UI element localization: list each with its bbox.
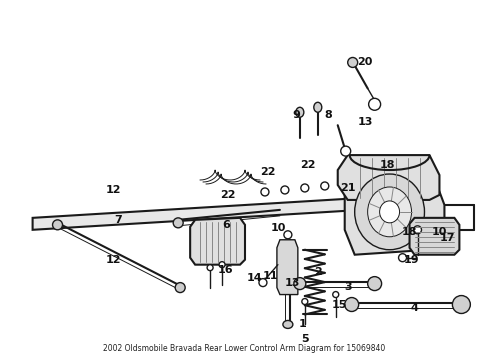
Ellipse shape	[367, 276, 381, 291]
Text: 2002 Oldsmobile Bravada Rear Lower Control Arm Diagram for 15069840: 2002 Oldsmobile Bravada Rear Lower Contr…	[102, 344, 385, 353]
Ellipse shape	[398, 254, 406, 262]
Polygon shape	[276, 240, 297, 294]
Ellipse shape	[173, 218, 183, 228]
Text: 10: 10	[431, 227, 446, 237]
Ellipse shape	[293, 278, 305, 289]
Polygon shape	[344, 165, 444, 255]
Polygon shape	[337, 155, 439, 200]
Ellipse shape	[320, 182, 328, 190]
Ellipse shape	[413, 226, 421, 234]
Ellipse shape	[340, 146, 350, 156]
Ellipse shape	[280, 186, 288, 194]
Ellipse shape	[451, 296, 469, 314]
Text: 13: 13	[357, 117, 372, 127]
Text: 20: 20	[356, 58, 371, 67]
Text: 16: 16	[217, 265, 232, 275]
Text: 7: 7	[114, 215, 122, 225]
Text: 18: 18	[379, 160, 394, 170]
Text: 18: 18	[401, 227, 416, 237]
Polygon shape	[408, 218, 458, 255]
Text: 8: 8	[323, 110, 331, 120]
Ellipse shape	[354, 174, 424, 250]
Ellipse shape	[332, 292, 338, 298]
Text: 6: 6	[222, 220, 229, 230]
Ellipse shape	[207, 265, 213, 271]
Ellipse shape	[52, 220, 62, 230]
Ellipse shape	[313, 102, 321, 112]
Text: 13: 13	[285, 278, 300, 288]
Text: 15: 15	[331, 300, 346, 310]
Text: 14: 14	[246, 273, 262, 283]
Text: 3: 3	[343, 282, 351, 292]
Text: 9: 9	[291, 110, 299, 120]
Polygon shape	[190, 218, 244, 265]
Ellipse shape	[259, 279, 266, 287]
Ellipse shape	[300, 184, 308, 192]
Text: 2: 2	[313, 267, 321, 276]
Ellipse shape	[295, 107, 303, 117]
Ellipse shape	[347, 58, 357, 67]
Ellipse shape	[284, 231, 291, 239]
Ellipse shape	[261, 188, 268, 196]
Text: 12: 12	[105, 255, 121, 265]
Text: 19: 19	[403, 255, 419, 265]
Text: 12: 12	[105, 185, 121, 195]
Text: 17: 17	[439, 233, 454, 243]
Text: 1: 1	[298, 319, 306, 329]
Text: 21: 21	[339, 183, 355, 193]
Ellipse shape	[367, 187, 411, 237]
Ellipse shape	[219, 262, 224, 268]
Ellipse shape	[344, 298, 358, 311]
Text: 11: 11	[263, 271, 278, 281]
Text: 22: 22	[220, 190, 235, 200]
Ellipse shape	[301, 298, 307, 305]
Polygon shape	[33, 196, 394, 230]
Ellipse shape	[379, 201, 399, 223]
Ellipse shape	[368, 98, 380, 110]
Text: 22: 22	[260, 167, 275, 177]
Text: 4: 4	[410, 302, 418, 312]
Ellipse shape	[283, 320, 292, 328]
Text: 22: 22	[300, 160, 315, 170]
Text: 5: 5	[301, 334, 308, 345]
Ellipse shape	[175, 283, 185, 293]
Text: 10: 10	[270, 223, 285, 233]
